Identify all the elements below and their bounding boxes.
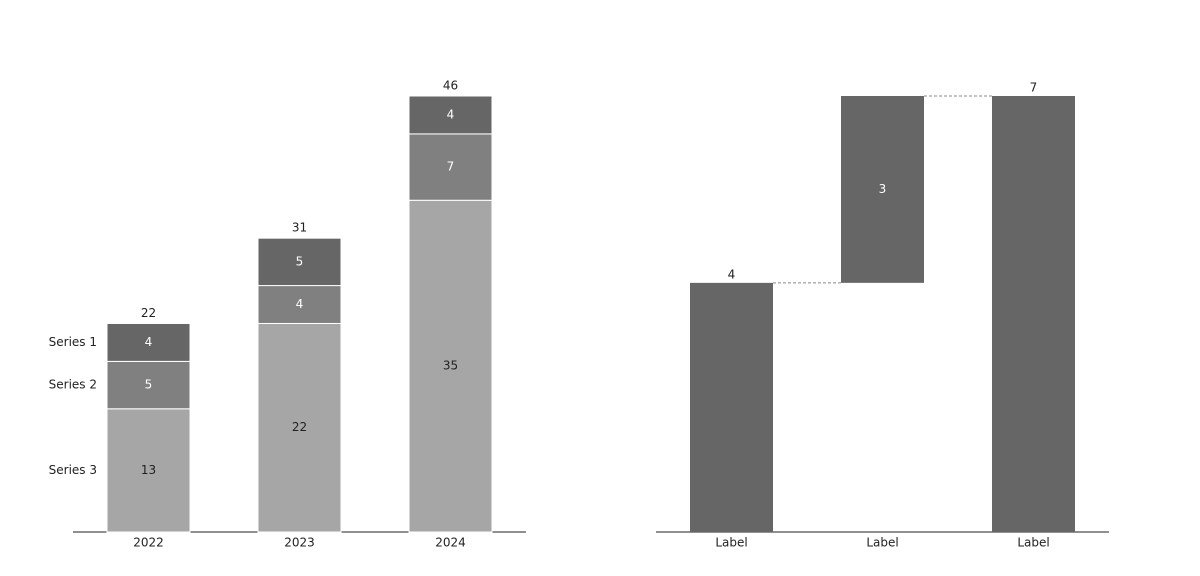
bar-segment	[106, 322, 191, 362]
value-label: 4	[145, 335, 153, 349]
value-label: 4	[728, 267, 736, 281]
value-label: 5	[145, 378, 153, 392]
value-label: 7	[447, 160, 455, 174]
value-label: 3	[879, 182, 887, 196]
x-tick-label: 2024	[435, 536, 466, 550]
legend-label: Series 1	[49, 335, 97, 349]
value-label: 22	[292, 420, 307, 434]
value-label: 35	[443, 359, 458, 373]
x-tick-label: 2022	[133, 536, 164, 550]
x-tick-label: Label	[866, 536, 898, 550]
value-label: 13	[141, 463, 156, 477]
bar-segment	[408, 95, 493, 135]
bar-segment	[408, 133, 493, 201]
value-label: 4	[447, 107, 455, 121]
bar-segment	[106, 408, 191, 533]
bar-segment	[257, 285, 342, 324]
bar-segment	[257, 237, 342, 287]
x-tick-label: Label	[715, 536, 747, 550]
value-label: 7	[1030, 81, 1038, 95]
bar-segment	[106, 360, 191, 410]
value-label: 4	[296, 297, 304, 311]
bar-segment	[408, 199, 493, 533]
bar	[992, 96, 1075, 532]
bar-segment	[257, 322, 342, 533]
x-tick-label: Label	[1017, 536, 1049, 550]
legend-label: Series 2	[49, 378, 97, 392]
total-label: 31	[292, 221, 307, 235]
x-tick-label: 2023	[284, 536, 315, 550]
total-label: 46	[443, 79, 458, 93]
legend-label: Series 3	[49, 463, 97, 477]
total-label: 22	[141, 306, 156, 320]
value-label: 5	[296, 254, 304, 268]
bar	[690, 282, 773, 532]
bar	[841, 96, 924, 283]
